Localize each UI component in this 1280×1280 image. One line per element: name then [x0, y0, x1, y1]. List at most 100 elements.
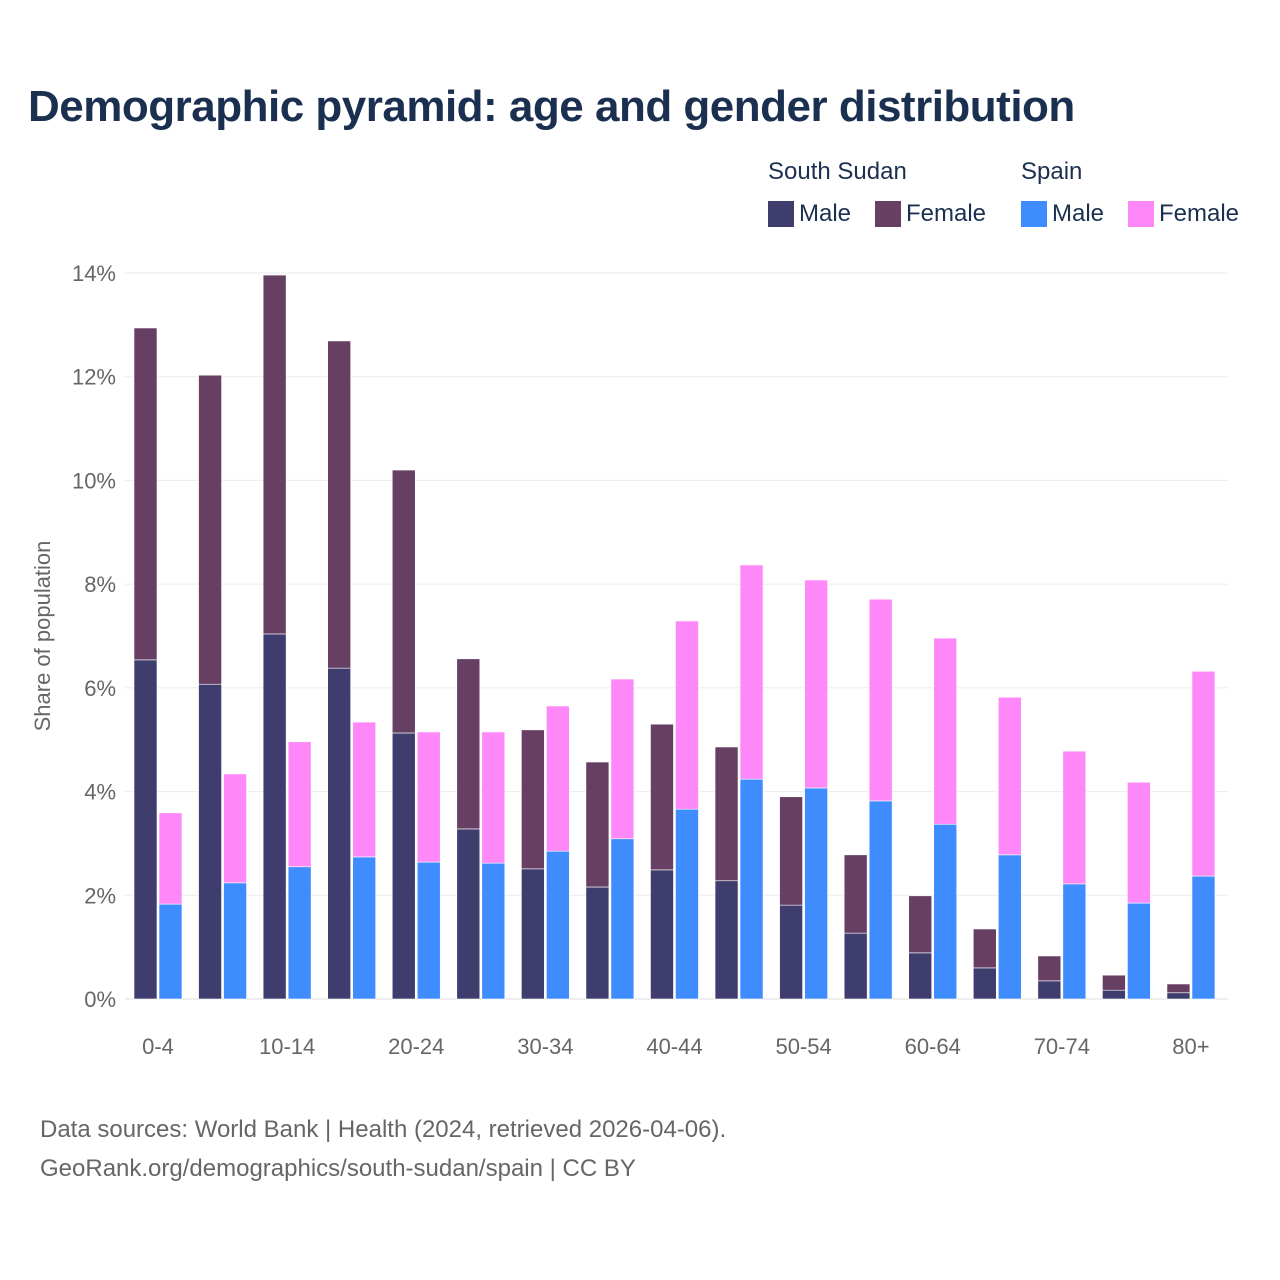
bar-spain-male-80+[interactable] — [1191, 875, 1216, 1000]
bar-spain-male-55-59[interactable] — [868, 800, 893, 1000]
bar-spain-male-45-49[interactable] — [739, 778, 764, 1000]
bar-south-sudan-male-70-74[interactable] — [1037, 980, 1062, 1000]
x-tick-label: 50-54 — [775, 1034, 831, 1059]
bar-spain-female-20-24[interactable] — [416, 731, 441, 863]
bar-south-sudan-female-50-54[interactable] — [779, 796, 803, 906]
y-tick-label: 0% — [84, 987, 116, 1012]
x-tick-label: 40-44 — [646, 1034, 702, 1059]
bar-south-sudan-female-10-14[interactable] — [262, 274, 287, 635]
bar-spain-male-25-29[interactable] — [481, 862, 506, 1000]
bar-spain-female-40-44[interactable] — [675, 620, 699, 810]
footer-source: Data sources: World Bank | Health (2024,… — [40, 1116, 727, 1143]
bar-south-sudan-male-80+[interactable] — [1166, 992, 1191, 1000]
footer-credit: GeoRank.org/demographics/south-sudan/spa… — [40, 1155, 636, 1182]
y-tick-label: 12% — [72, 365, 116, 390]
bar-south-sudan-female-75-79[interactable] — [1102, 974, 1126, 991]
bar-south-sudan-female-30-34[interactable] — [521, 729, 545, 870]
bar-spain-female-55-59[interactable] — [868, 598, 893, 802]
bar-south-sudan-female-15-19[interactable] — [327, 340, 351, 669]
legend-swatch — [768, 201, 794, 227]
bar-spain-male-10-14[interactable] — [287, 866, 312, 1000]
bar-south-sudan-male-60-64[interactable] — [908, 952, 933, 1000]
bar-south-sudan-female-65-69[interactable] — [972, 928, 997, 969]
y-tick-label: 14% — [72, 261, 116, 286]
bar-south-sudan-female-25-29[interactable] — [456, 658, 481, 830]
legend-swatch — [1021, 201, 1047, 227]
bar-south-sudan-female-20-24[interactable] — [391, 469, 416, 734]
bar-south-sudan-male-30-34[interactable] — [521, 868, 545, 1000]
y-tick-label: 10% — [72, 468, 116, 493]
bar-south-sudan-female-0-4[interactable] — [133, 327, 158, 661]
bar-spain-female-80+[interactable] — [1191, 670, 1216, 877]
bar-south-sudan-male-10-14[interactable] — [262, 633, 287, 1000]
bar-spain-female-15-19[interactable] — [352, 721, 376, 858]
bar-spain-male-20-24[interactable] — [416, 861, 441, 1000]
bar-south-sudan-female-35-39[interactable] — [585, 761, 610, 888]
bar-south-sudan-female-70-74[interactable] — [1037, 955, 1062, 982]
bar-south-sudan-female-55-59[interactable] — [843, 854, 868, 934]
bar-south-sudan-female-60-64[interactable] — [908, 895, 933, 954]
bar-spain-female-65-69[interactable] — [997, 696, 1022, 856]
chart-title: Demographic pyramid: age and gender dist… — [28, 82, 1075, 131]
bar-south-sudan-male-35-39[interactable] — [585, 886, 610, 1000]
bar-spain-female-50-54[interactable] — [804, 579, 828, 789]
bar-spain-male-75-79[interactable] — [1127, 902, 1151, 1000]
bar-south-sudan-male-65-69[interactable] — [972, 967, 997, 1000]
bar-spain-female-60-64[interactable] — [933, 637, 958, 825]
bar-south-sudan-male-15-19[interactable] — [327, 667, 351, 1000]
bar-spain-male-70-74[interactable] — [1062, 883, 1087, 1000]
legend-group-south-sudan: South Sudan — [768, 158, 907, 185]
bar-spain-male-60-64[interactable] — [933, 823, 958, 1000]
bar-spain-female-35-39[interactable] — [610, 678, 635, 840]
legend-item-spain-male[interactable]: Male — [1021, 200, 1104, 228]
x-tick-label: 80+ — [1172, 1034, 1209, 1059]
bar-south-sudan-male-20-24[interactable] — [391, 732, 416, 1000]
chart-plot: 0% 2% 4% 6% 8% 10% 12% 14% 0-4 10-14 20-24 30-34 40… — [30, 261, 1228, 1059]
x-tick-label: 30-34 — [517, 1034, 573, 1059]
bar-south-sudan-male-40-44[interactable] — [650, 869, 674, 1000]
bar-spain-female-30-34[interactable] — [546, 705, 570, 852]
bar-south-sudan-male-5-9[interactable] — [198, 683, 222, 1000]
legend-label: Male — [799, 200, 852, 227]
bar-spain-male-35-39[interactable] — [610, 838, 635, 1000]
bar-south-sudan-male-45-49[interactable] — [714, 880, 739, 1000]
x-tick-label: 20-24 — [388, 1034, 444, 1059]
x-tick-label: 70-74 — [1034, 1034, 1090, 1059]
bar-spain-female-25-29[interactable] — [481, 731, 506, 864]
bar-spain-female-10-14[interactable] — [287, 741, 312, 868]
legend-group-spain: Spain — [1021, 158, 1083, 185]
bar-south-sudan-female-5-9[interactable] — [198, 374, 222, 685]
bar-south-sudan-female-45-49[interactable] — [714, 746, 739, 882]
y-tick-label: 2% — [84, 883, 116, 908]
bar-south-sudan-male-50-54[interactable] — [779, 904, 803, 1000]
bar-spain-male-40-44[interactable] — [675, 808, 699, 1000]
bar-spain-male-30-34[interactable] — [546, 850, 570, 1000]
x-tick-label: 10-14 — [259, 1034, 315, 1059]
x-tick-label: 60-64 — [905, 1034, 961, 1059]
legend-item-spain-female[interactable]: Female — [1128, 200, 1239, 228]
bar-spain-female-45-49[interactable] — [739, 564, 764, 780]
legend-label: Female — [906, 200, 987, 227]
bar-south-sudan-male-55-59[interactable] — [843, 932, 868, 1000]
bar-spain-female-0-4[interactable] — [158, 812, 183, 905]
bar-south-sudan-female-40-44[interactable] — [650, 723, 674, 871]
bar-south-sudan-male-75-79[interactable] — [1102, 989, 1126, 1000]
bar-spain-female-75-79[interactable] — [1127, 781, 1151, 904]
y-tick-label: 8% — [84, 572, 116, 597]
y-tick-label: 4% — [84, 780, 116, 805]
bar-south-sudan-female-80+[interactable] — [1166, 983, 1191, 994]
bar-spain-male-5-9[interactable] — [223, 882, 247, 1000]
bar-spain-male-15-19[interactable] — [352, 856, 376, 1000]
bar-spain-female-70-74[interactable] — [1062, 750, 1087, 885]
bar-spain-female-5-9[interactable] — [223, 773, 247, 884]
bar-south-sudan-male-0-4[interactable] — [133, 659, 158, 1000]
bar-spain-male-50-54[interactable] — [804, 787, 828, 1000]
legend-item-south-sudan-male[interactable]: Male — [768, 200, 851, 228]
legend-swatch — [1128, 201, 1154, 227]
y-axis-label: Share of population — [30, 541, 55, 732]
bar-spain-male-65-69[interactable] — [997, 854, 1022, 1000]
bar-spain-male-0-4[interactable] — [158, 903, 183, 1000]
bar-south-sudan-male-25-29[interactable] — [456, 828, 481, 1000]
x-tick-label: 0-4 — [142, 1034, 174, 1059]
legend-item-south-sudan-female[interactable]: Female — [875, 200, 986, 228]
